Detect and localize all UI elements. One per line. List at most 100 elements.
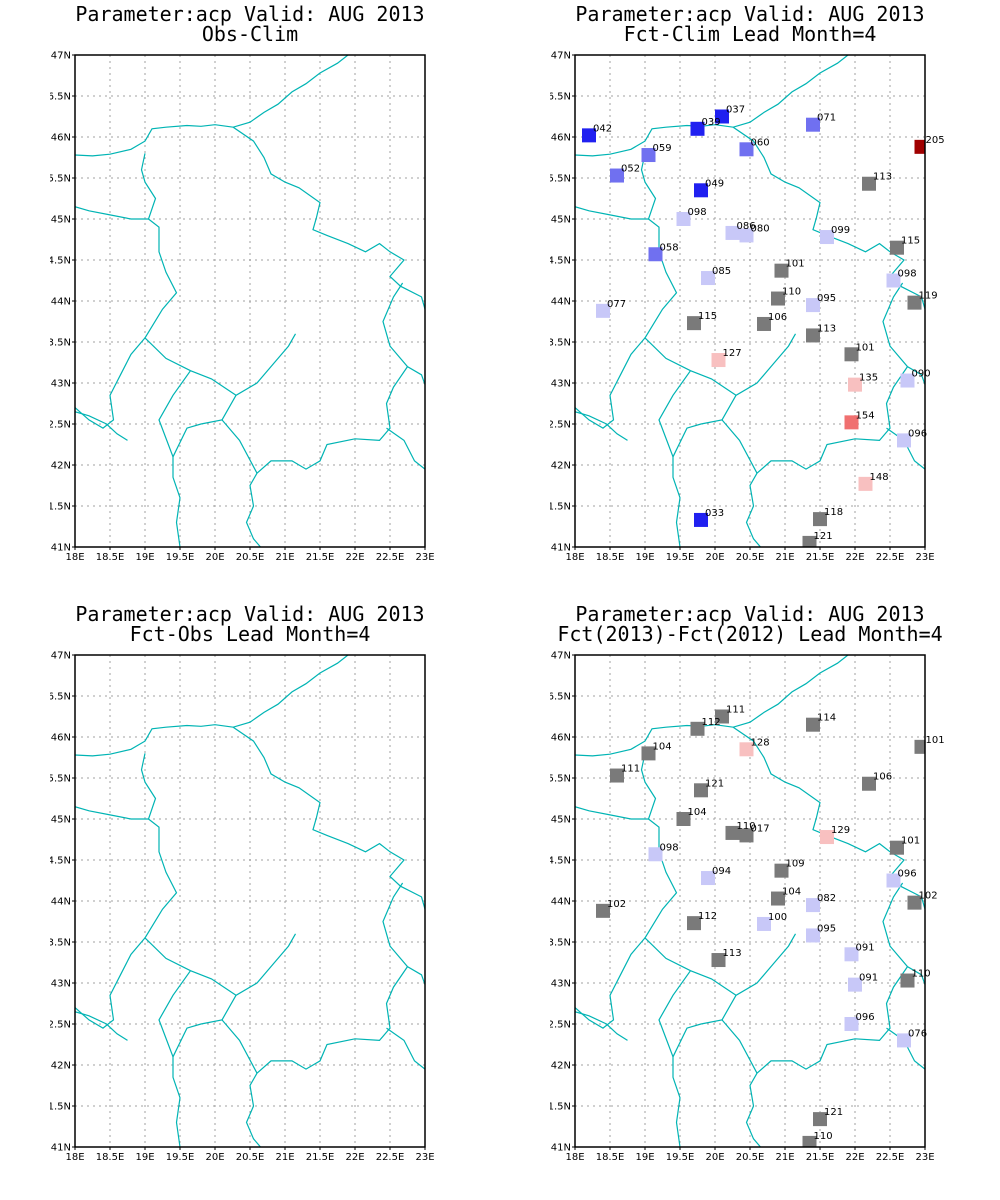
x-tick-label: 21E xyxy=(275,552,294,563)
y-tick-label: 46N xyxy=(551,133,571,144)
station-label: 104 xyxy=(688,807,707,818)
x-tick-label: 20E xyxy=(205,552,224,563)
station-marker xyxy=(739,828,754,843)
x-tick-label: 22.5E xyxy=(376,1152,405,1163)
station-label: 109 xyxy=(786,859,805,870)
station-marker xyxy=(648,247,663,262)
country-borders xyxy=(575,655,925,1147)
station-label: 118 xyxy=(824,507,843,518)
y-tick-label: 46N xyxy=(51,733,71,744)
station-marker xyxy=(900,373,915,388)
border-line xyxy=(256,966,408,1074)
x-tick-label: 21.5E xyxy=(806,552,835,563)
station-label: 042 xyxy=(593,123,612,134)
border-line xyxy=(672,419,758,547)
station-label: 110 xyxy=(814,1131,833,1142)
station-marker xyxy=(914,139,925,154)
station-marker xyxy=(897,1033,911,1048)
border-line xyxy=(640,753,737,996)
y-tick-label: 44N xyxy=(551,897,571,908)
x-tick-label: 21E xyxy=(275,1152,294,1163)
map-panel-fct-obs: Parameter:acp Valid: AUG 2013 Fct-Obs Le… xyxy=(50,600,450,1180)
map-plot: 18E 18.5E 19E 19.5E 20E 20.5E 21E 21.5E 22E 22.5E… xyxy=(50,51,435,564)
station-label: 077 xyxy=(607,299,626,310)
border-line xyxy=(172,1019,258,1147)
y-tick-label: 47N xyxy=(51,51,71,62)
station-label: 112 xyxy=(702,717,721,728)
x-tick-label: 21E xyxy=(775,552,794,563)
station-label: 154 xyxy=(856,410,875,421)
panel-title-line2: Fct-Clim Lead Month=4 xyxy=(623,22,877,46)
y-tick-label: 42.5N xyxy=(550,420,571,431)
y-tick-label: 45.5N xyxy=(550,774,571,785)
border-line xyxy=(232,126,425,310)
border-line xyxy=(232,726,425,910)
station-marker xyxy=(648,847,663,862)
border-line xyxy=(721,333,797,421)
station-marker xyxy=(771,291,785,306)
y-tick-label: 41N xyxy=(51,543,71,554)
station-marker xyxy=(914,739,925,754)
border-line xyxy=(75,337,146,429)
panel-title-line1: Parameter:acp Valid: AUG 2013 xyxy=(75,2,425,26)
station-marker xyxy=(900,973,915,988)
x-tick-label: 21.5E xyxy=(806,1152,835,1163)
station-marker xyxy=(641,148,656,163)
x-tick-label: 23E xyxy=(415,1152,434,1163)
x-tick-label: 20E xyxy=(705,1152,724,1163)
station-label: 106 xyxy=(873,772,892,783)
station-marker xyxy=(610,168,624,183)
y-tick-label: 43.5N xyxy=(550,338,571,349)
station-label: 113 xyxy=(723,948,742,959)
station-label: 110 xyxy=(782,287,801,298)
map-panel-fct-clim: Parameter:acp Valid: AUG 2013 Fct-Clim L… xyxy=(550,0,950,580)
x-tick-label: 18E xyxy=(565,1152,584,1163)
map-plot: 18E 18.5E 19E 19.5E 20E 20.5E 21E 21.5E 22E 22.5E… xyxy=(50,651,435,1164)
station-label: 060 xyxy=(751,137,770,148)
station-label: 148 xyxy=(870,472,889,483)
station-marker xyxy=(694,783,708,798)
station-label: 104 xyxy=(653,741,672,752)
stations xyxy=(596,709,925,1147)
station-marker xyxy=(907,895,922,910)
station-label: 110 xyxy=(737,821,756,832)
border-line xyxy=(882,282,925,385)
station-marker xyxy=(725,225,740,240)
x-tick-label: 18E xyxy=(65,552,84,563)
station-marker xyxy=(858,476,873,491)
station-marker xyxy=(610,768,624,783)
country-borders xyxy=(75,655,425,1147)
x-tick-label: 21.5E xyxy=(306,1152,335,1163)
x-tick-label: 18.5E xyxy=(596,1152,625,1163)
y-tick-label: 41.5N xyxy=(550,502,571,513)
map-panel-fct-diff: Parameter:acp Valid: AUG 2013 Fct(2013)-… xyxy=(550,600,950,1180)
station-label: 127 xyxy=(723,348,742,359)
station-marker xyxy=(907,295,922,310)
station-label: 101 xyxy=(856,342,875,353)
x-tick-label: 19.5E xyxy=(666,1152,695,1163)
station-marker xyxy=(820,230,834,245)
y-tick-label: 42.5N xyxy=(50,1020,71,1031)
station-label: 095 xyxy=(817,923,836,934)
station-marker xyxy=(757,916,771,931)
station-marker xyxy=(890,840,904,855)
y-tick-label: 45.5N xyxy=(50,774,71,785)
station-label: 101 xyxy=(901,836,920,847)
station-label: 104 xyxy=(782,887,801,898)
station-marker xyxy=(844,415,859,430)
station-label: 128 xyxy=(751,737,770,748)
station-marker xyxy=(596,903,610,918)
station-label: 082 xyxy=(817,893,836,904)
border-line xyxy=(386,427,425,470)
station-marker xyxy=(886,273,901,288)
border-line xyxy=(745,1072,761,1147)
y-tick-label: 43N xyxy=(551,379,571,390)
panel-title-line1: Parameter:acp Valid: AUG 2013 xyxy=(575,602,925,626)
border-line xyxy=(75,55,349,157)
station-marker xyxy=(701,871,715,886)
station-marker xyxy=(806,117,820,132)
y-tick-label: 46.5N xyxy=(50,692,71,703)
country-borders xyxy=(75,55,425,547)
station-label: 096 xyxy=(898,869,917,880)
x-tick-label: 23E xyxy=(915,1152,934,1163)
